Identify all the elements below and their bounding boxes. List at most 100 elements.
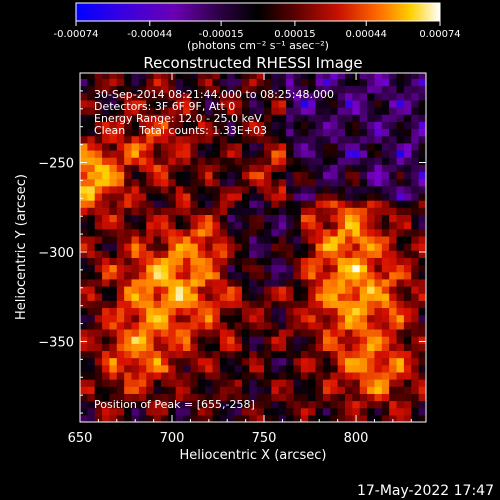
heatmap-cell (131, 364, 140, 373)
heatmap-cell (153, 243, 162, 251)
heatmap-cell (168, 407, 177, 416)
heatmap-cell (249, 164, 258, 173)
heatmap-cell (241, 414, 250, 422)
heatmap-cell (293, 185, 302, 194)
heatmap-cell (197, 321, 206, 330)
heatmap-cell (219, 214, 228, 223)
heatmap-cell (94, 336, 103, 344)
heatmap-cell (131, 185, 140, 194)
heatmap-cell (322, 264, 331, 273)
heatmap-cell (87, 357, 96, 366)
heatmap-cell (219, 393, 228, 402)
heatmap-cell (102, 128, 111, 137)
heatmap-cell (345, 307, 353, 316)
heatmap-cell (308, 393, 317, 402)
heatmap-cell (396, 78, 405, 87)
heatmap-cell (160, 73, 169, 79)
heatmap-cell (271, 271, 280, 280)
heatmap-cell (109, 99, 118, 108)
heatmap-cell (94, 350, 103, 359)
heatmap-cell (396, 107, 405, 115)
heatmap-cell (146, 214, 155, 223)
heatmap-cell (116, 135, 125, 144)
heatmap-cell (330, 157, 339, 165)
heatmap-cell (315, 307, 324, 316)
heatmap-cell (227, 371, 236, 380)
heatmap-cell (256, 121, 265, 130)
heatmap-cell (241, 164, 250, 173)
heatmap-cell (359, 321, 368, 330)
heatmap-cell (190, 114, 199, 122)
heatmap-cell (315, 142, 324, 151)
heatmap-cell (212, 343, 221, 352)
heatmap-cell (352, 379, 361, 387)
heatmap-cell (205, 107, 214, 115)
heatmap-cell (94, 228, 103, 237)
heatmap-cell (411, 178, 420, 187)
heatmap-cell (396, 300, 405, 309)
heatmap-cell (146, 364, 155, 373)
heatmap-cell (271, 221, 280, 230)
heatmap-cell (352, 371, 361, 380)
heatmap-cell (418, 407, 426, 416)
heatmap-cell (94, 285, 103, 294)
heatmap-cell (300, 414, 309, 422)
heatmap-cell (153, 221, 162, 230)
heatmap-cell (183, 379, 192, 387)
heatmap-cell (234, 107, 243, 115)
heatmap-cell (271, 321, 280, 330)
heatmap-cell (219, 386, 228, 394)
heatmap-cell (87, 157, 96, 165)
heatmap-cell (131, 400, 140, 409)
heatmap-cell (278, 192, 287, 201)
heatmap-cell (205, 343, 214, 352)
heatmap-cell (418, 221, 426, 230)
heatmap-cell (175, 171, 184, 180)
heatmap-cell (168, 257, 177, 266)
heatmap-cell (345, 114, 353, 122)
heatmap-cell (175, 357, 184, 366)
heatmap-cell (219, 379, 228, 387)
heatmap-cell (205, 149, 214, 158)
heatmap-cell (124, 135, 133, 144)
heatmap-cell (80, 164, 88, 173)
heatmap-cell (278, 73, 287, 79)
heatmap-cell (212, 99, 221, 108)
heatmap-cell (183, 250, 192, 258)
heatmap-cell (124, 343, 133, 352)
heatmap-cell (249, 207, 258, 215)
heatmap-cell (389, 264, 398, 273)
heatmap-cell (367, 386, 376, 394)
heatmap-cell (87, 328, 96, 337)
heatmap-cell (197, 135, 206, 144)
heatmap-cell (205, 142, 214, 151)
heatmap-cell (367, 164, 376, 173)
heatmap-cell (271, 350, 280, 359)
heatmap-cell (175, 393, 184, 402)
heatmap-cell (183, 121, 192, 130)
heatmap-cell (109, 142, 118, 151)
heatmap-cell (160, 221, 169, 230)
heatmap-cell (212, 214, 221, 223)
heatmap-cell (330, 114, 339, 122)
heatmap-cell (87, 85, 96, 94)
heatmap-cell (352, 386, 361, 394)
heatmap-cell (396, 200, 405, 208)
heatmap-cell (367, 379, 376, 387)
heatmap-cell (322, 171, 331, 180)
heatmap-cell (418, 92, 426, 101)
heatmap-cell (330, 92, 339, 101)
heatmap-cell (352, 185, 361, 194)
heatmap-cell (190, 200, 199, 208)
heatmap-cell (249, 271, 258, 280)
heatmap-cell (190, 78, 199, 87)
heatmap-cell (271, 293, 280, 301)
heatmap-cell (241, 107, 250, 115)
heatmap-cell (352, 314, 361, 323)
heatmap-cell (212, 192, 221, 201)
heatmap-cell (308, 336, 317, 344)
heatmap-cell (116, 285, 125, 294)
heatmap-cell (124, 264, 133, 273)
heatmap-cell (359, 178, 368, 187)
heatmap-cell (345, 99, 353, 108)
